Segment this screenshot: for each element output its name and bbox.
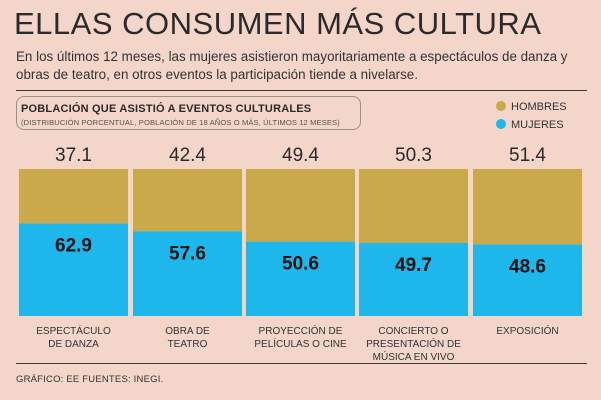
bar-hombres [19, 169, 128, 224]
value-label-hombres: 50.3 [395, 145, 432, 166]
bar-hombres [473, 169, 582, 245]
value-label-mujeres: 57.6 [169, 243, 206, 264]
value-label-hombres: 49.4 [282, 145, 319, 166]
category-label: PELÍCULAS O CINE [254, 337, 347, 350]
legend-label-hombres: HOMBRES [511, 101, 567, 113]
panel-note: (DISTRIBUCIÓN PORCENTUAL, POBLACIÓN DE 1… [21, 118, 340, 127]
value-label-hombres: 42.4 [169, 145, 206, 166]
value-label-mujeres: 50.6 [282, 254, 319, 275]
category-label: PROYECCIÓN DE [259, 324, 343, 337]
source-note: GRÁFICO: EE FUENTES: INEGI. [16, 374, 164, 385]
bottom-divider [16, 363, 587, 364]
legend-item-hombres: HOMBRES [496, 101, 567, 113]
category-label: OBRA DE [165, 326, 210, 337]
value-label-mujeres: 62.9 [55, 236, 92, 257]
panel-frame [16, 96, 361, 130]
chart-subtitle: En los últimos 12 meses, las mujeres asi… [16, 49, 568, 82]
category-label: ESPECTÁCULO [36, 324, 111, 337]
bar-hombres [246, 169, 355, 242]
top-divider [16, 90, 587, 91]
category-label: TEATRO [168, 339, 208, 350]
bar-hombres [133, 169, 242, 232]
chart-title: ELLAS CONSUMEN MÁS CULTURA [14, 6, 542, 41]
category-label: DE DANZA [48, 339, 99, 350]
value-label-hombres: 51.4 [509, 145, 546, 166]
legend-dot-mujeres-icon [496, 119, 506, 129]
bar-hombres [359, 169, 468, 243]
value-label-mujeres: 48.6 [509, 257, 546, 278]
bar-mujeres [246, 241, 355, 316]
category-label: MÚSICA EN VIVO [373, 350, 455, 363]
category-label: PRESENTACIÓN DE [366, 337, 461, 350]
legend-dot-hombres-icon [496, 101, 506, 111]
legend-item-mujeres: MUJERES [496, 119, 564, 131]
bar-mujeres [19, 223, 128, 316]
bar-mujeres [473, 244, 582, 316]
bar-mujeres [133, 231, 242, 316]
legend-label-mujeres: MUJERES [511, 119, 564, 131]
category-label: CONCIERTO O [378, 326, 448, 337]
value-label-hombres: 37.1 [55, 145, 92, 166]
category-label: EXPOSICIÓN [496, 324, 558, 337]
bar-mujeres [359, 242, 468, 316]
panel-title: POBLACIÓN QUE ASISTIÓ A EVENTOS CULTURAL… [21, 103, 312, 115]
value-label-mujeres: 49.7 [395, 255, 432, 276]
